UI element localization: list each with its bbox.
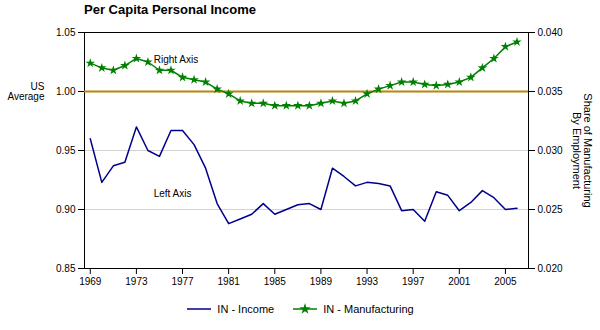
svg-text:1997: 1997	[402, 276, 425, 287]
svg-text:2001: 2001	[448, 276, 471, 287]
svg-text:2005: 2005	[494, 276, 517, 287]
svg-text:1969: 1969	[79, 276, 102, 287]
svg-text:0.035: 0.035	[538, 86, 563, 97]
svg-text:1993: 1993	[356, 276, 379, 287]
html-text:IN - Manufacturing: IN - Manufacturing	[323, 303, 414, 315]
svg-text:Right Axis: Right Axis	[154, 54, 198, 65]
svg-text:1.00: 1.00	[56, 86, 76, 97]
svg-text:0.95: 0.95	[56, 145, 76, 156]
svg-text:Share of ManufacturingBy Emplo: Share of ManufacturingBy Employment	[571, 93, 594, 207]
svg-text:1973: 1973	[125, 276, 148, 287]
svg-text:1.05: 1.05	[56, 27, 76, 38]
svg-text:Left Axis: Left Axis	[154, 188, 192, 199]
svg-text:1981: 1981	[218, 276, 241, 287]
svg-text:1989: 1989	[310, 276, 333, 287]
svg-text:0.90: 0.90	[56, 204, 76, 215]
html-text:IN - Income: IN - Income	[217, 303, 275, 315]
svg-text:0.020: 0.020	[538, 263, 563, 274]
svg-text:USAverage: USAverage	[7, 81, 45, 102]
svg-text:0.040: 0.040	[538, 27, 563, 38]
svg-text:0.030: 0.030	[538, 145, 563, 156]
svg-text:0.85: 0.85	[56, 263, 76, 274]
svg-text:0.025: 0.025	[538, 204, 563, 215]
html-text:Per Capita Personal Income: Per Capita Personal Income	[84, 2, 256, 17]
svg-text:1985: 1985	[264, 276, 287, 287]
svg-text:1977: 1977	[171, 276, 194, 287]
